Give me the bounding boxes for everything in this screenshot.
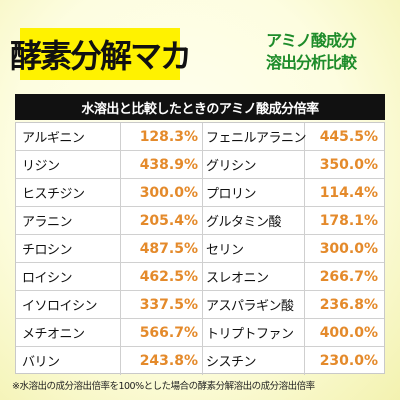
amino-acid-name: グルタミン酸 bbox=[206, 215, 282, 230]
table-row: バリン 243.8% シスチン 230.0% bbox=[16, 347, 384, 375]
table-row: メチオニン 566.7% トリプトファン 400.0% bbox=[16, 319, 384, 347]
amino-acid-value: 400.0% bbox=[319, 324, 378, 341]
amino-acid-value: 114.4% bbox=[319, 184, 378, 201]
amino-acid-name: メチオニン bbox=[22, 327, 85, 342]
amino-acid-value: 205.4% bbox=[139, 212, 198, 229]
table-row: ロイシン 462.5% スレオニン 266.7% bbox=[16, 263, 384, 291]
amino-acid-name: イソロイシン bbox=[22, 299, 98, 314]
amino-acid-value: 266.7% bbox=[319, 268, 378, 285]
amino-acid-name: シスチン bbox=[206, 355, 257, 370]
amino-acid-name: バリン bbox=[22, 355, 60, 370]
amino-acid-value: 350.0% bbox=[319, 156, 378, 173]
table-row: アルギニン 128.3% フェニルアラニン 445.5% bbox=[16, 123, 384, 151]
amino-acid-name: ヒスチジン bbox=[22, 187, 85, 202]
amino-acid-name: トリプトファン bbox=[206, 327, 294, 342]
amino-acid-name: アルギニン bbox=[22, 131, 85, 146]
page-title: 酵素分解マカ bbox=[10, 37, 192, 75]
amino-acid-table: アルギニン 128.3% フェニルアラニン 445.5% リジン 438.9% … bbox=[15, 122, 385, 375]
table-row: ヒスチジン 300.0% プロリン 114.4% bbox=[16, 179, 384, 207]
amino-acid-value: 178.1% bbox=[319, 212, 378, 229]
amino-acid-value: 236.8% bbox=[319, 296, 378, 313]
amino-acid-name: フェニルアラニン bbox=[206, 131, 307, 146]
amino-acid-name: スレオニン bbox=[206, 271, 269, 286]
subtitle: アミノ酸成分 溶出分析比較 bbox=[226, 30, 396, 74]
amino-acid-value: 243.8% bbox=[139, 352, 198, 369]
amino-acid-value: 300.0% bbox=[139, 184, 198, 201]
subtitle-line-2: 溶出分析比較 bbox=[265, 53, 357, 72]
table-row: アラニン 205.4% グルタミン酸 178.1% bbox=[16, 207, 384, 235]
amino-acid-name: セリン bbox=[206, 243, 244, 258]
amino-acid-value: 438.9% bbox=[139, 156, 198, 173]
amino-acid-value: 445.5% bbox=[319, 128, 378, 145]
amino-acid-name: プロリン bbox=[206, 187, 257, 202]
amino-acid-value: 566.7% bbox=[139, 324, 198, 341]
subtitle-line-1: アミノ酸成分 bbox=[266, 31, 357, 50]
amino-acid-value: 462.5% bbox=[139, 268, 198, 285]
footnote: ※水溶出の成分溶出倍率を100%とした場合の酵素分解溶出の成分溶出倍率 bbox=[12, 381, 315, 392]
amino-acid-name: アスパラギン酸 bbox=[206, 299, 294, 314]
amino-acid-name: ロイシン bbox=[22, 271, 73, 286]
table-row: イソロイシン 337.5% アスパラギン酸 236.8% bbox=[16, 291, 384, 319]
amino-acid-value: 487.5% bbox=[139, 240, 198, 257]
table-header: 水溶出と比較したときのアミノ酸成分倍率 bbox=[15, 94, 385, 120]
amino-acid-name: グリシン bbox=[206, 159, 257, 174]
amino-acid-name: アラニン bbox=[22, 215, 73, 230]
amino-acid-name: リジン bbox=[22, 159, 60, 174]
title-banner: 酵素分解マカ bbox=[10, 28, 192, 80]
amino-acid-value: 337.5% bbox=[139, 296, 198, 313]
table-row: リジン 438.9% グリシン 350.0% bbox=[16, 151, 384, 179]
amino-acid-value: 230.0% bbox=[319, 352, 378, 369]
amino-acid-value: 300.0% bbox=[319, 240, 378, 257]
amino-acid-name: チロシン bbox=[22, 243, 73, 258]
amino-acid-value: 128.3% bbox=[139, 128, 198, 145]
table-row: チロシン 487.5% セリン 300.0% bbox=[16, 235, 384, 263]
